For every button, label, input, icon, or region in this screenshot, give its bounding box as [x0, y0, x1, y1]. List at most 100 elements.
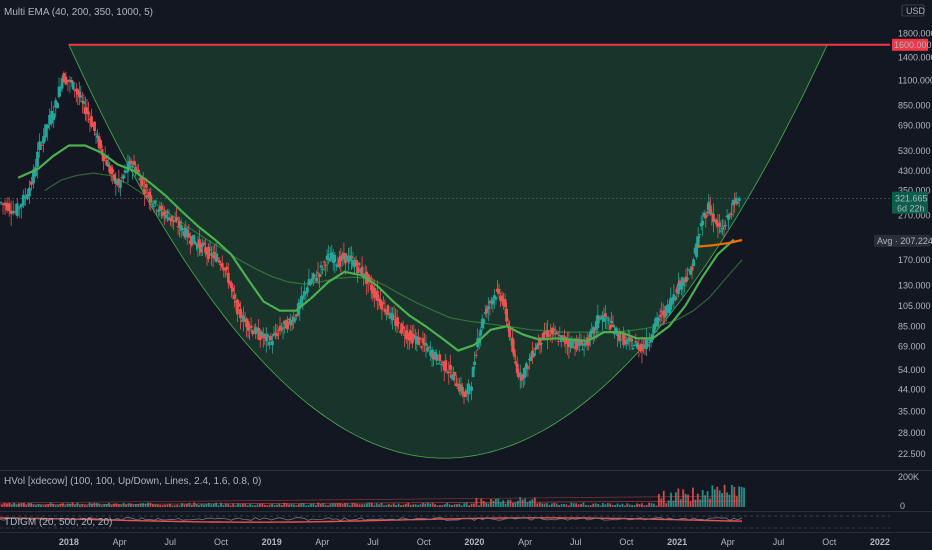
volume-bar — [604, 504, 607, 507]
candle-body — [374, 296, 378, 298]
candle-body — [204, 247, 207, 253]
candle-body — [318, 274, 321, 277]
time-axis-tick: Oct — [214, 537, 229, 547]
volume-bar — [186, 503, 188, 507]
candle-body — [380, 301, 384, 310]
volume-bar — [108, 502, 110, 507]
volume-bar — [164, 504, 166, 507]
candle-body — [178, 221, 182, 228]
volume-bar — [623, 505, 626, 507]
time-axis-tick: Jul — [570, 537, 582, 547]
candle-body — [94, 133, 98, 135]
candle-body — [213, 251, 217, 254]
volume-bar — [212, 503, 215, 507]
candle-body — [638, 346, 642, 348]
volume-bar — [203, 504, 205, 507]
volume-bar — [246, 505, 249, 507]
volume-bar — [636, 503, 638, 507]
price-pane[interactable]: Multi EMA (40, 200, 350, 1000, 5) — [0, 7, 890, 459]
candle-body — [486, 306, 490, 310]
candle-body — [216, 257, 220, 260]
candle-body — [716, 222, 720, 227]
volume-bar — [288, 504, 290, 507]
candle-body — [7, 203, 11, 212]
volume-bar — [614, 504, 616, 507]
candle-body — [508, 325, 512, 338]
candle-body — [420, 346, 423, 348]
candle-body — [164, 214, 168, 219]
volume-bar — [69, 503, 72, 507]
candle-body — [11, 210, 15, 214]
volume-bar — [280, 505, 283, 507]
candle-body — [518, 372, 522, 378]
volume-bar — [687, 494, 689, 507]
volume-bar — [509, 499, 512, 507]
candle-body — [219, 264, 223, 266]
candle-body — [692, 259, 696, 266]
candle-body — [660, 310, 664, 313]
volume-bar — [385, 504, 388, 507]
volume-bar — [290, 503, 293, 507]
candle-body — [44, 124, 48, 138]
candle-body — [553, 332, 557, 335]
volume-bar — [417, 504, 419, 507]
candle-body — [432, 352, 435, 360]
time-axis-tick: 2020 — [464, 537, 484, 547]
candle-body — [658, 314, 662, 317]
candle-body — [198, 239, 201, 248]
candle-body — [342, 252, 346, 258]
candle-body — [38, 141, 41, 150]
candle-body — [284, 320, 288, 329]
candle-body — [190, 236, 194, 246]
volume-bar — [156, 504, 159, 507]
candle-body — [676, 283, 680, 294]
candle-body — [231, 287, 235, 292]
candle-body — [30, 181, 33, 185]
candle-body — [418, 337, 422, 340]
candle-body — [465, 390, 469, 393]
volume-bar — [295, 505, 298, 507]
candle-body — [455, 383, 458, 387]
candle-body — [385, 312, 388, 315]
volume-bar — [349, 505, 351, 507]
volume-bar — [52, 503, 55, 507]
candle-body — [251, 330, 255, 335]
candle-body — [280, 327, 283, 331]
candle-body — [388, 317, 391, 319]
candle-body — [62, 73, 66, 83]
volume-bar — [485, 502, 488, 507]
candle-body — [474, 354, 478, 356]
volume-bar — [40, 504, 42, 507]
candle-body — [684, 276, 688, 283]
candle-body — [715, 219, 718, 225]
candle-body — [534, 348, 537, 350]
time-axis[interactable]: 2018 Apr Jul Oct 2019 Apr Jul Oct 2020 Apr Jul Oct 2… — [0, 532, 932, 548]
candle-body — [237, 303, 241, 307]
candle-body — [240, 320, 244, 322]
candle-body — [76, 89, 80, 95]
volume-bar — [346, 503, 349, 507]
candle-body — [50, 110, 54, 124]
oscillator-pane[interactable]: TDIGM (20, 500, 20, 20) — [0, 511, 932, 529]
volume-bar — [215, 502, 218, 507]
volume-bar — [424, 503, 427, 507]
candle-body — [348, 255, 352, 261]
volume-bar — [59, 503, 62, 507]
volume-bar — [468, 505, 471, 507]
candle-body — [199, 243, 203, 253]
candle-body — [281, 327, 285, 329]
candle-body — [576, 341, 580, 345]
candle-body — [118, 181, 122, 188]
volume-bar — [660, 498, 663, 507]
candle-body — [616, 331, 619, 337]
candle-body — [596, 314, 600, 328]
candle-body — [567, 341, 571, 348]
volume-bar — [655, 505, 658, 507]
volume-pane[interactable]: HVol [xdecow] (100, 100, Up/Down, Lines,… — [0, 470, 932, 512]
candle-body — [386, 305, 390, 316]
candle-body — [340, 254, 344, 260]
candle-body — [447, 371, 451, 373]
candle-body — [354, 259, 358, 267]
volume-bar — [44, 504, 47, 507]
